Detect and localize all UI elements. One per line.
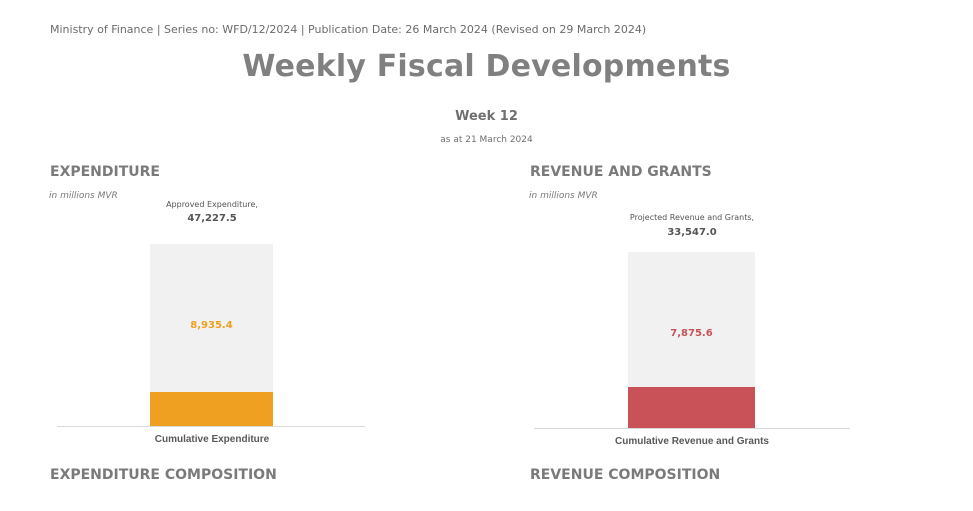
expenditure-cumulative-bar (150, 391, 273, 426)
expenditure-composition-title: EXPENDITURE COMPOSITION (50, 467, 277, 483)
as-at-date: as at 21 March 2024 (440, 135, 533, 145)
approved-expenditure-label: Approved Expenditure, (166, 200, 258, 209)
expenditure-total-bar: 8,935.4 (150, 244, 273, 426)
approved-expenditure-value: 47,227.5 (187, 213, 237, 224)
revenue-composition-title: REVENUE COMPOSITION (530, 467, 721, 483)
projected-revenue-value: 33,547.0 (667, 227, 717, 238)
expenditure-section-title: EXPENDITURE (50, 164, 160, 180)
expenditure-baseline (57, 426, 365, 427)
publication-meta: Ministry of Finance | Series no: WFD/12/… (50, 23, 647, 36)
revenue-unit-label: in millions MVR (529, 191, 598, 201)
revenue-category-label: Cumulative Revenue and Grants (615, 436, 769, 447)
week-label: Week 12 (455, 109, 518, 124)
revenue-total-bar: 7,875.6 (628, 252, 755, 428)
projected-revenue-label: Projected Revenue and Grants, (629, 213, 755, 222)
expenditure-unit-label: in millions MVR (49, 191, 118, 201)
revenue-cumulative-bar (628, 386, 755, 428)
revenue-section-title: REVENUE AND GRANTS (530, 164, 712, 180)
page-title: Weekly Fiscal Developments (242, 49, 731, 84)
revenue-cumulative-value: 7,875.6 (670, 328, 713, 339)
expenditure-category-label: Cumulative Expenditure (154, 434, 270, 445)
revenue-baseline (534, 428, 850, 429)
expenditure-cumulative-value: 8,935.4 (190, 320, 233, 331)
